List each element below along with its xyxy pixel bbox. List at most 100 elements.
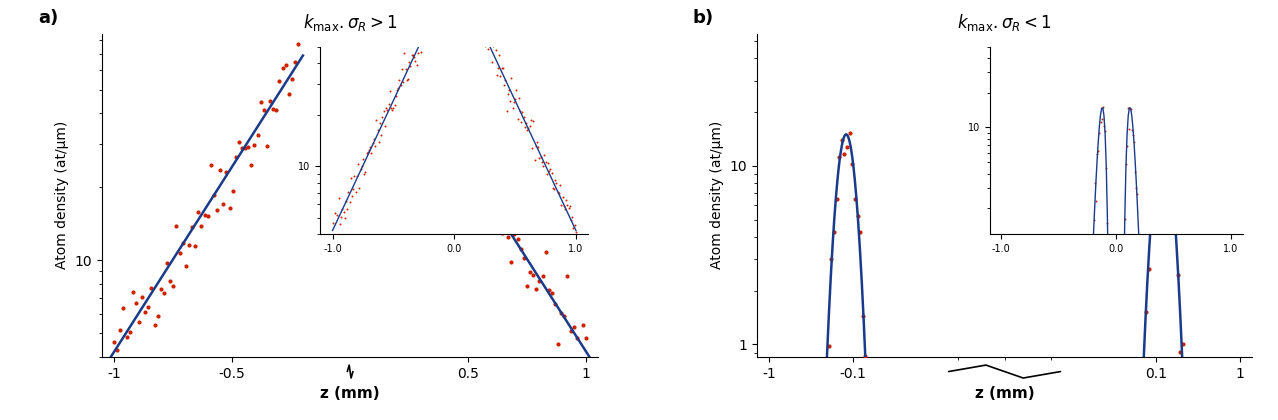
Point [432,94,452,100]
Point [1159,188,1180,195]
Point [216,168,236,175]
Point [129,318,150,325]
Point [817,400,837,407]
Point [564,323,584,330]
Point [157,259,178,266]
Point [281,75,302,82]
Text: a): a) [38,9,58,27]
Point [201,161,221,168]
Point [192,223,212,230]
Point [181,224,202,231]
Point [560,328,580,334]
Point [408,58,428,65]
Point [451,191,472,197]
Point [498,234,519,240]
Point [1136,309,1157,316]
Point [458,156,478,163]
Point [417,92,437,99]
Point [527,286,547,292]
Point [279,90,299,97]
Point [551,310,571,317]
Point [544,301,565,308]
Point [1167,271,1187,278]
Point [847,213,868,219]
Point [1173,340,1194,347]
Point [160,278,180,284]
Point [492,230,512,236]
Point [397,90,418,97]
Point [1134,400,1154,407]
Point [514,255,534,262]
Point [464,182,484,189]
Point [125,299,146,306]
Title: $k_{\mathrm{max}}.\sigma_R>1$: $k_{\mathrm{max}}.\sigma_R>1$ [303,12,397,33]
Point [222,188,243,194]
Point [429,119,450,126]
Point [460,139,481,146]
Point [288,41,308,48]
Point [548,341,569,348]
Point [153,289,174,296]
Point [520,268,541,275]
Point [466,192,487,199]
Point [1162,145,1182,152]
Point [479,207,500,213]
Point [1149,118,1169,125]
Point [495,227,515,234]
Point [822,256,842,262]
Point [510,246,530,252]
Point [166,223,187,229]
Point [576,334,597,341]
Point [837,144,858,150]
Point [824,229,845,236]
Point [248,132,268,139]
Point [410,90,431,97]
Point [107,346,128,353]
Point [840,130,860,136]
Point [207,207,227,214]
Point [1154,152,1174,159]
Point [523,272,543,278]
Point [231,144,252,151]
Point [486,205,506,211]
Point [1139,266,1159,273]
Point [420,116,441,123]
X-axis label: z (mm): z (mm) [321,386,380,401]
X-axis label: z (mm): z (mm) [975,386,1034,401]
Point [827,196,847,203]
Point [142,285,162,292]
Point [263,106,284,113]
Point [414,75,435,81]
Point [259,97,280,104]
Point [198,213,219,220]
Point [505,230,525,237]
Point [144,321,165,328]
Point [242,161,262,168]
Point [573,322,593,328]
Point [210,166,230,173]
Point [404,64,424,71]
Point [116,333,137,340]
Point [276,61,296,68]
Point [855,352,875,359]
Point [1146,113,1167,120]
Point [566,334,587,341]
Point [507,236,528,242]
Point [229,139,249,145]
Point [557,272,578,279]
Point [516,282,537,289]
Point [423,102,443,108]
Point [164,282,184,289]
Point [104,339,124,346]
Point [123,289,143,296]
Point [272,64,293,71]
Point [110,326,130,333]
Point [250,98,271,105]
Point [185,243,206,250]
Point [470,192,491,198]
Point [401,97,422,104]
Point [535,249,556,256]
Point [135,308,156,315]
Point [538,286,558,293]
Point [238,144,258,150]
